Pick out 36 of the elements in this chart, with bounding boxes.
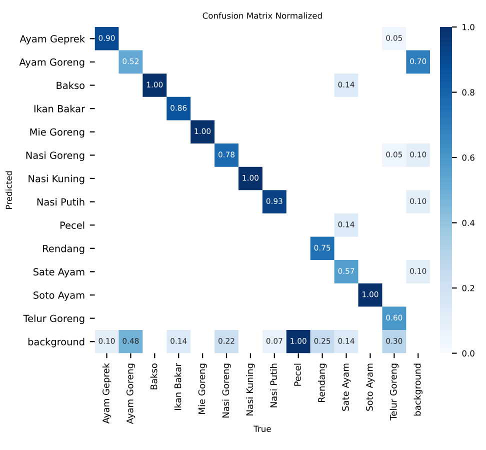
y-tick-label: Ayam Goreng: [19, 58, 84, 68]
y-tick-label: Nasi Goreng: [26, 151, 84, 161]
x-tick-label: Soto Ayam: [366, 364, 375, 411]
x-tick-label: Rendang: [318, 364, 327, 402]
chart-title: Confusion Matrix Normalized: [202, 12, 322, 19]
x-tick-label: Pecel: [294, 364, 301, 386]
y-tick-label: Sate Ayam: [34, 268, 84, 278]
x-tick-label: Mie Goreng: [198, 364, 207, 414]
x-tick-label: Nasi Kuning: [246, 364, 255, 416]
x-tick-label: background: [414, 364, 422, 416]
color-bar-label: 0.2: [462, 284, 474, 292]
x-axis-title: True: [254, 426, 271, 432]
y-tick-label: Nasi Putih: [37, 198, 84, 206]
x-tick-label: Nasi Putih: [270, 364, 278, 408]
y-tick-label: Ayam Geprek: [20, 34, 86, 44]
y-tick-label: Soto Ayam: [34, 291, 84, 301]
y-tick-label: Pecel: [60, 221, 84, 229]
x-tick-label: Bakso: [150, 363, 158, 390]
color-bar-label: 0.8: [462, 89, 474, 96]
x-tick-label: Nasi Goreng: [222, 364, 231, 418]
y-tick-label: Ikan Bakar: [34, 104, 86, 112]
color-bar-label: 0.6: [462, 154, 474, 161]
color-bar-label: 0.0: [462, 350, 474, 357]
x-tick-label: Ikan Bakar: [174, 362, 182, 410]
y-tick-label: Nasi Kuning: [28, 174, 84, 184]
y-tick-label: Telur Goreng: [23, 314, 84, 324]
x-tick-label: Ayam Goreng: [126, 364, 136, 424]
y-tick-label: background: [28, 338, 84, 348]
color-bar-label: 1.0: [462, 24, 474, 30]
x-tick-label: Telur Goreng: [390, 364, 399, 420]
y-axis-title: Predicted: [6, 171, 12, 209]
x-tick-label: Sate Ayam: [342, 364, 351, 411]
y-tick-label: Bakso: [56, 82, 85, 90]
y-tick-label: Mie Goreng: [30, 128, 84, 138]
y-tick-label: Rendang: [43, 244, 84, 254]
color-bar-label: 0.4: [462, 220, 474, 226]
